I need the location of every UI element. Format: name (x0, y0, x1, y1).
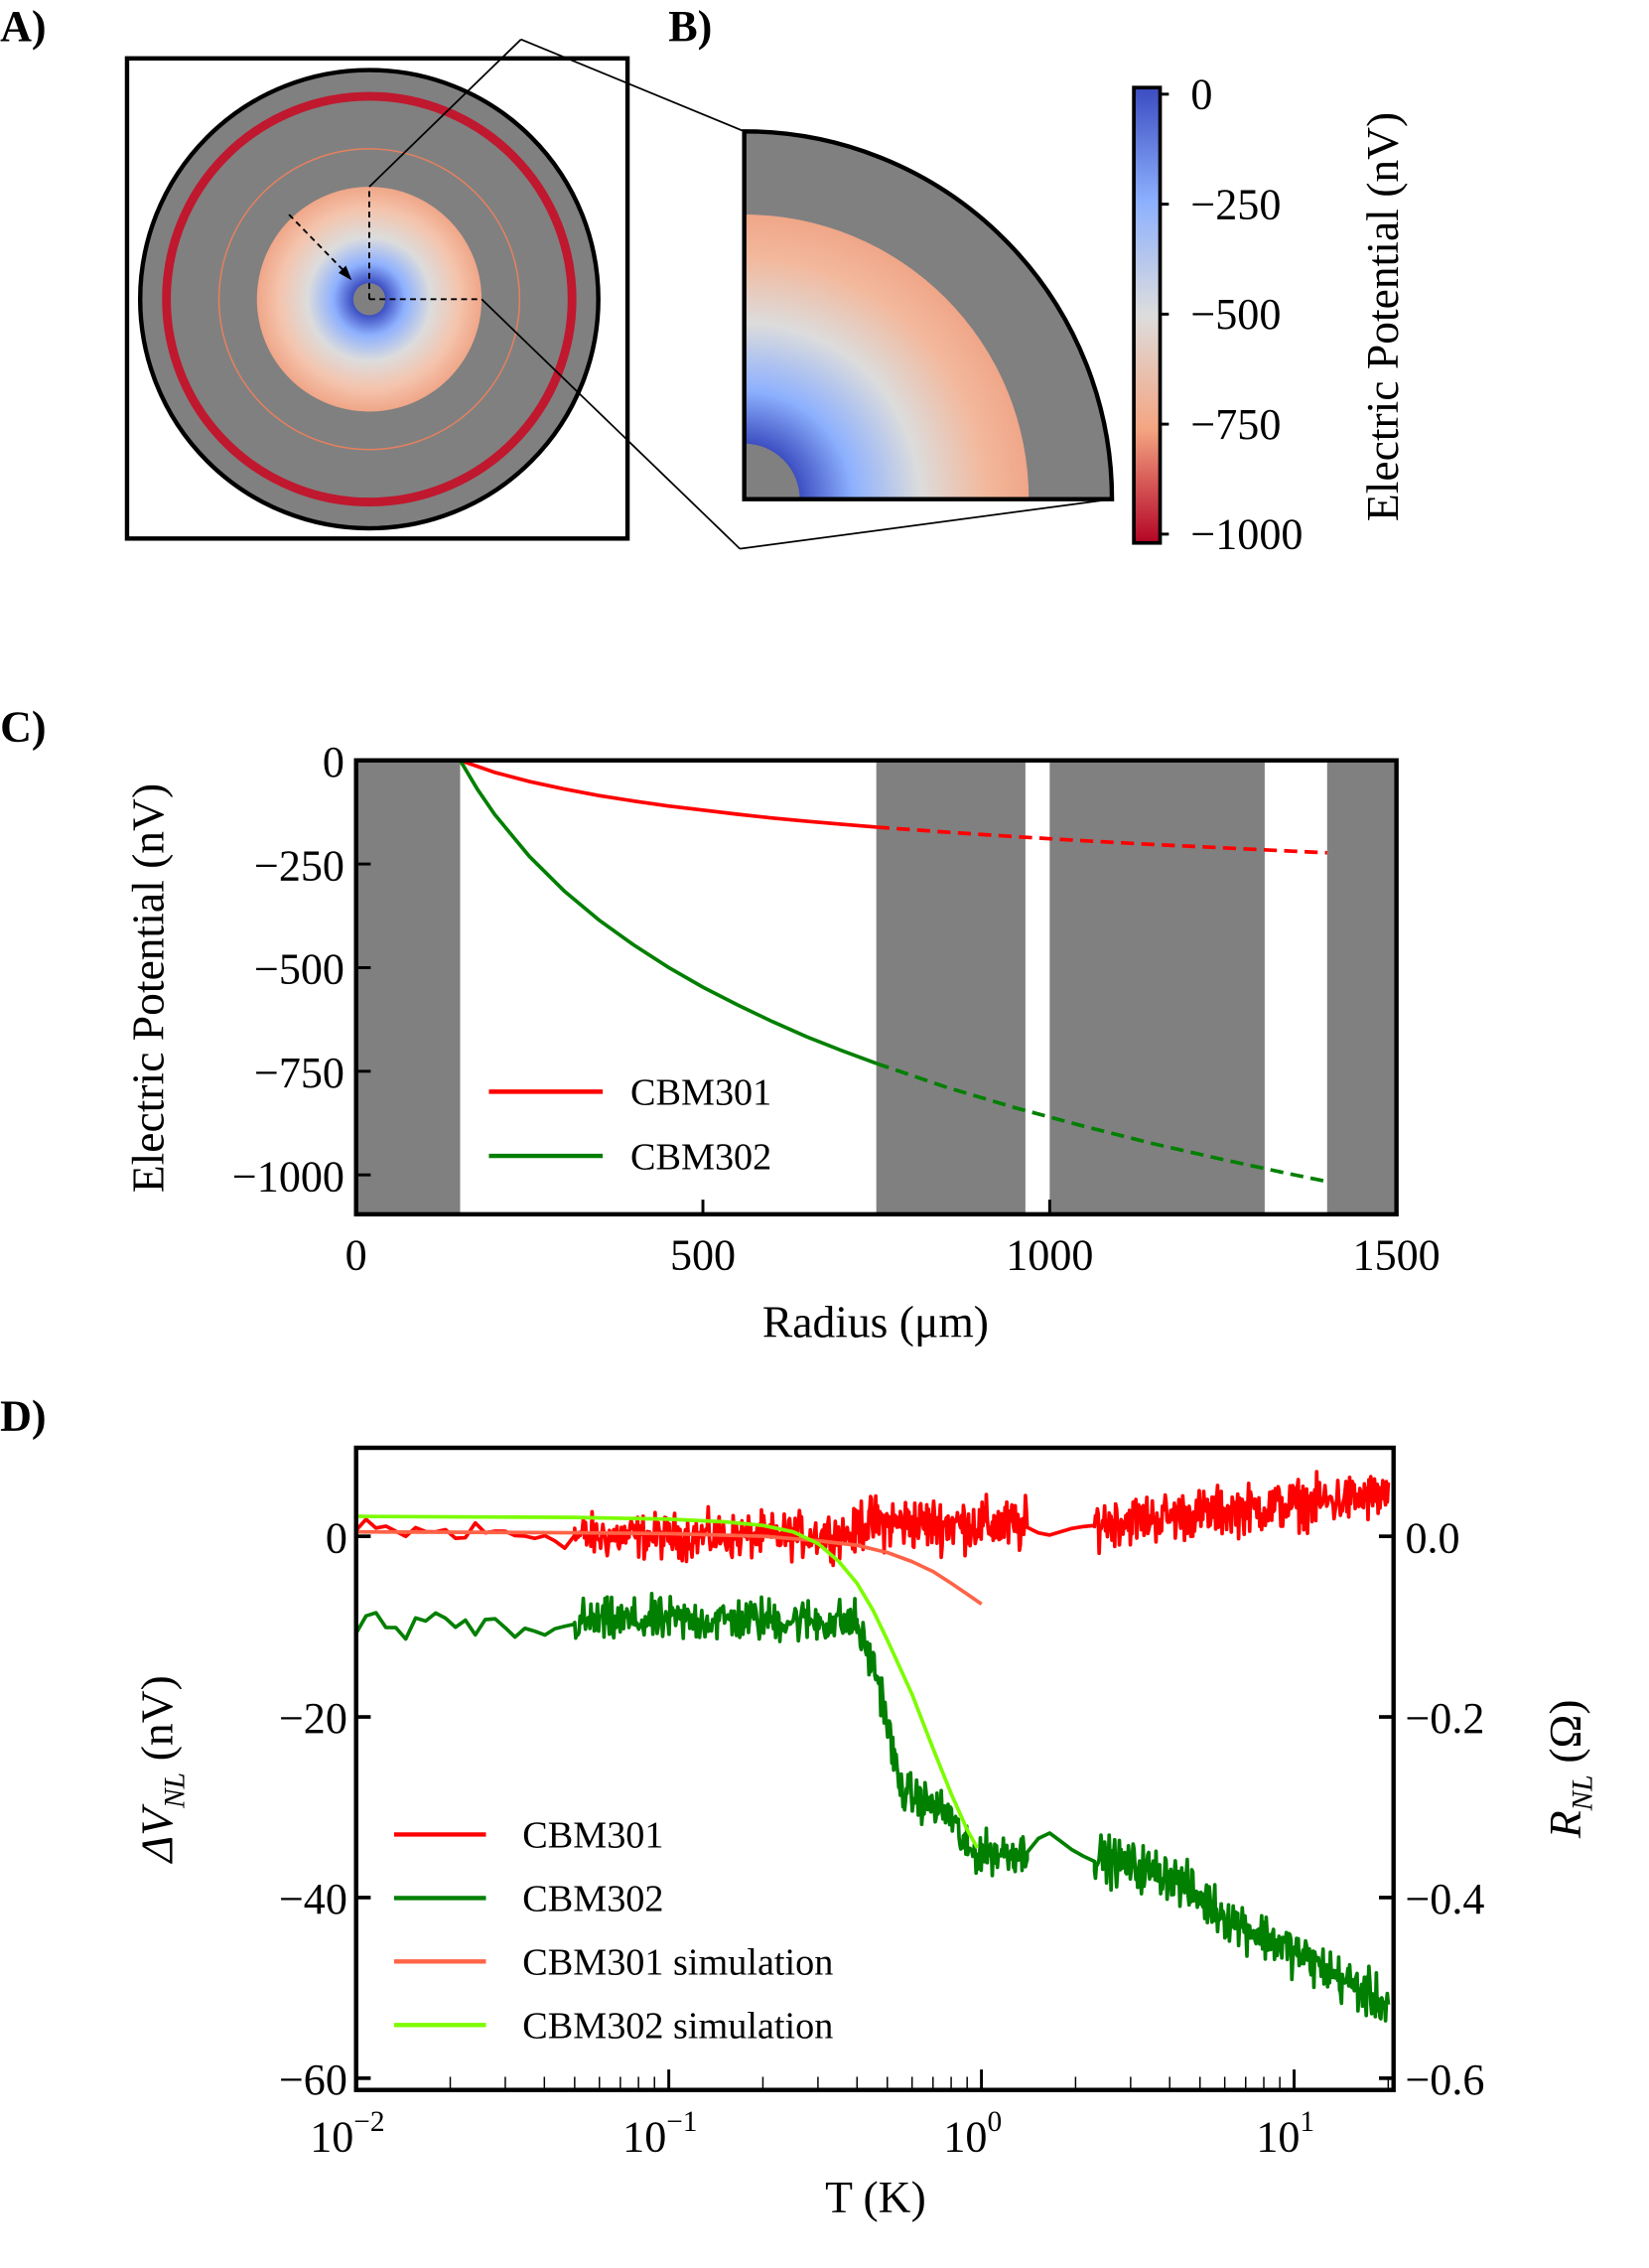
chart-d-frame (353, 1445, 1396, 2092)
shaded-region (1049, 760, 1265, 1214)
zoom-line-bottom (481, 298, 741, 550)
x-tick-label: 100 (943, 2106, 1002, 2162)
zoom-line-top (368, 39, 522, 188)
chart-c: 0 500 1000 1500 0 −250 −500 −750 −1000 Radius (μ… (123, 738, 1441, 1347)
x-tick-exponent: 1 (1300, 2106, 1314, 2138)
arrow-head-icon (339, 265, 352, 281)
x-tick-label: 10−2 (310, 2106, 384, 2162)
colorbar-tick-label: 0 (1190, 71, 1212, 119)
chart-c-ylabel: Electric Potential (nV) (123, 783, 174, 1193)
series-cbm302-solid (458, 760, 878, 1065)
shaded-region (355, 760, 461, 1214)
chart-d-ylabel: ΔVNL(nV) (132, 1675, 192, 1864)
x-tick-label: 10−1 (622, 2106, 697, 2162)
panel-label-d: D) (0, 1391, 47, 1440)
chart-d: 10−2 10−1 100 1010−20−40−600.0−0.2−0.4−0.6 … (132, 1445, 1599, 2222)
x-tick-base: 10 (943, 2112, 987, 2161)
legend-label: CBM302 (630, 1136, 771, 1178)
y-tick-label: −40 (279, 1875, 347, 1923)
x-tick-label: 101 (1256, 2106, 1314, 2162)
colorbar-tick-label: −250 (1190, 180, 1281, 228)
red-contact-ring (162, 91, 577, 507)
legend-label: CBM302 simulation (522, 2006, 833, 2048)
legend-label: CBM301 (522, 1815, 663, 1857)
legend-label: CBM301 (630, 1072, 771, 1114)
x-tick-base: 10 (1256, 2112, 1300, 2161)
device-top-view (124, 38, 1113, 550)
zoom-line-bottom-2 (740, 497, 1113, 550)
dashed-arrow (288, 213, 347, 274)
panel-label-a: A) (0, 2, 47, 51)
x-tick-label: 1000 (1006, 1231, 1093, 1280)
thin-contact-ring (217, 148, 521, 451)
colorbar-tick-label: −750 (1190, 400, 1281, 449)
colorbar: Electric Potential (nV) 0 −250 −500 −750 −10… (1132, 71, 1408, 559)
series-cbm301-simulation (355, 1529, 983, 1606)
y2-tick-label: −0.2 (1405, 1694, 1484, 1743)
y-tick-label: 0 (326, 1513, 347, 1562)
chart-c-xlabel: Radius (μm) (762, 1296, 989, 1347)
x-tick-base: 10 (310, 2112, 353, 2161)
series-cbm301-solid (459, 760, 877, 829)
y-tick-label: −20 (279, 1694, 347, 1743)
colorbar-gradient (1132, 85, 1163, 545)
x-tick-label: 500 (670, 1231, 736, 1280)
chart-d-y2label: RNL(Ω) (1540, 1699, 1599, 1839)
y2-tick-label: −0.6 (1405, 2055, 1484, 2104)
quarter-potential (744, 214, 1030, 499)
x-tick-exponent: 0 (987, 2106, 1002, 2138)
series-cbm302 (355, 1591, 1391, 2023)
series-cbm302-simulation (355, 1514, 979, 1849)
x-tick-base: 10 (622, 2112, 666, 2161)
chart-d-xlabel: T (K) (825, 2172, 926, 2222)
x-tick-exponent: −2 (353, 2106, 384, 2138)
quarter-inner-contact (744, 443, 800, 499)
chart-c-frame (353, 758, 1399, 1217)
colorbar-tick-label: −1000 (1190, 510, 1303, 559)
y-tick-label: −500 (254, 945, 344, 994)
panel-label-c: C) (0, 703, 47, 752)
panel-label-b: B) (668, 2, 712, 51)
x-tick-label: 1500 (1353, 1231, 1441, 1280)
y-tick-label: −250 (254, 841, 344, 890)
legend-label: CBM301 simulation (522, 1942, 833, 1984)
quarter-outline (742, 129, 1115, 501)
y-tick-label: −750 (254, 1049, 344, 1097)
colorbar-label: Electric Potential (nV) (1357, 112, 1408, 521)
legend-label: CBM302 (522, 1879, 663, 1920)
y-tick-label: −60 (279, 2055, 347, 2104)
zoom-line-top-2 (520, 38, 745, 133)
quarter-section (742, 129, 1115, 501)
y2-tick-label: 0.0 (1405, 1513, 1459, 1562)
colorbar-tick-label: −500 (1190, 290, 1281, 339)
shaded-region (1326, 760, 1397, 1214)
y-tick-label: 0 (323, 738, 344, 786)
x-tick-exponent: −1 (666, 2106, 697, 2138)
y-tick-label: −1000 (232, 1152, 344, 1201)
y2-tick-label: −0.4 (1405, 1875, 1484, 1923)
x-tick-label: 0 (345, 1231, 367, 1280)
series-cbm302-dashed (876, 1062, 1328, 1184)
